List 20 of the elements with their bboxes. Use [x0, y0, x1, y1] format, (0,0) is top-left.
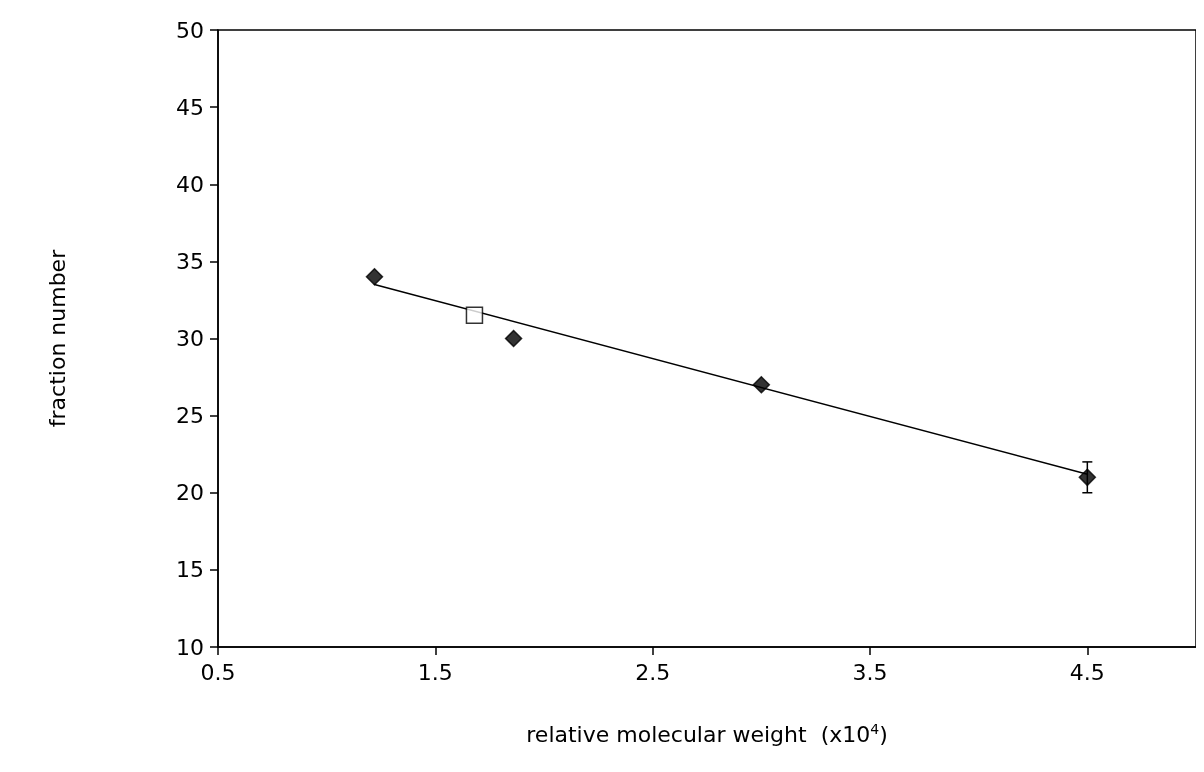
x-tick-label: 3.5 — [852, 659, 888, 685]
y-tick-label: 30 — [176, 326, 204, 351]
y-tick-label: 25 — [176, 403, 204, 429]
point — [365, 268, 384, 286]
point — [1078, 468, 1097, 487]
y-tick-label: 50 — [176, 17, 204, 43]
x-tick-label: 4.5 — [1069, 659, 1105, 685]
y-tick-label: 35 — [176, 248, 204, 274]
x-tick-label: 0.5 — [200, 659, 236, 685]
point — [504, 329, 523, 348]
x-tick-label: 2.5 — [635, 659, 671, 685]
y-tick-label: 40 — [176, 171, 204, 197]
point — [465, 306, 484, 325]
y-tick-label: 10 — [176, 634, 204, 660]
point — [752, 376, 771, 394]
y-tick-label: 20 — [176, 480, 204, 506]
y-axis-title: fraction number — [44, 248, 70, 428]
y-tick-label: 45 — [176, 94, 204, 120]
x-tick-label: 1.5 — [417, 659, 453, 685]
y-tick-label: 15 — [176, 557, 204, 583]
